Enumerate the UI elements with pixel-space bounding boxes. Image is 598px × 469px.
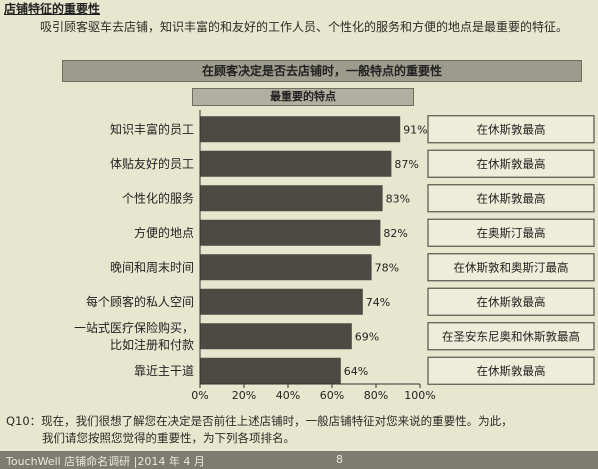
category-label: 体贴友好的员工 xyxy=(110,156,194,171)
bar xyxy=(200,116,401,143)
category-label: 方便的地点 xyxy=(134,225,194,240)
annotation-label: 在圣安东尼奥和休斯敦最高 xyxy=(442,329,580,343)
footer-brand: TouchWell 店铺命名调研 |2014 年 4 月 xyxy=(6,455,205,468)
category-label: 每个顾客的私人空间 xyxy=(86,294,194,309)
annotation-box xyxy=(427,356,595,385)
value-label: 74% xyxy=(366,296,390,309)
section-title: 店铺特征的重要性 xyxy=(4,2,101,16)
annotation-label: 在休斯敦最高 xyxy=(477,157,546,171)
x-tick-label: 40% xyxy=(276,389,300,402)
category-label: 比如注册和付款 xyxy=(110,337,194,352)
annotation-box xyxy=(427,253,595,282)
intro-paragraph: 吸引顾客驱车去店铺，知识丰富的和友好的工作人员、个性化的服务和方便的地点是最重要… xyxy=(40,20,569,34)
bar xyxy=(200,357,341,384)
annotation-box xyxy=(427,218,595,247)
footer-bar: TouchWell 店铺命名调研 |2014 年 4 月 8 xyxy=(0,451,598,469)
x-tick-label: 20% xyxy=(232,389,256,402)
category-label: 靠近主干道 xyxy=(134,364,194,378)
question-line-2: 我们请您按照您觉得的重要性，为下列各项排名。 xyxy=(42,431,295,445)
annotation-label: 在奥斯汀最高 xyxy=(477,226,546,240)
question-text: Q10：现在，我们很想了解您在决定是否前往上述店铺时，一般店铺特征对您来说的重要… xyxy=(6,413,594,447)
category-label: 个性化的服务 xyxy=(122,190,194,205)
value-label: 87% xyxy=(394,158,418,171)
annotation-label: 在休斯敦和奥斯汀最高 xyxy=(454,260,569,274)
category-label: 知识丰富的员工 xyxy=(110,121,194,136)
chart-subheader: 最重要的特点 xyxy=(192,88,414,106)
bar xyxy=(200,219,381,246)
x-tick-label: 60% xyxy=(320,389,344,402)
x-tick-label: 0% xyxy=(191,389,208,402)
bar xyxy=(200,288,363,315)
annotation-label: 在休斯敦最高 xyxy=(477,191,546,205)
question-line-1: Q10：现在，我们很想了解您在决定是否前往上述店铺时，一般店铺特征对您来说的重要… xyxy=(6,414,513,428)
value-label: 78% xyxy=(375,261,399,274)
bar xyxy=(200,254,372,281)
x-tick-label: 80% xyxy=(364,389,388,402)
bar xyxy=(200,150,392,177)
value-label: 83% xyxy=(386,192,410,205)
annotation-box xyxy=(427,149,595,178)
value-label: 82% xyxy=(383,227,407,240)
category-label: 一站式医疗保险购买， xyxy=(74,320,194,335)
annotation-box xyxy=(427,184,595,213)
annotation-box xyxy=(427,287,595,316)
annotation-label: 在休斯敦最高 xyxy=(477,122,546,136)
value-label: 69% xyxy=(355,330,379,343)
annotation-box xyxy=(427,322,595,351)
category-label: 晚间和周末时间 xyxy=(110,260,194,274)
bar xyxy=(200,323,352,350)
value-label: 91% xyxy=(403,123,427,136)
page-number: 8 xyxy=(336,453,343,466)
annotation-label: 在休斯敦最高 xyxy=(477,364,546,378)
value-label: 64% xyxy=(344,365,368,378)
chart-header: 在顾客决定是否去店铺时，一般特点的重要性 xyxy=(62,60,582,82)
x-tick-label: 100% xyxy=(404,389,435,402)
annotation-label: 在休斯敦最高 xyxy=(477,295,546,309)
annotation-box xyxy=(427,115,595,144)
bar xyxy=(200,185,383,212)
